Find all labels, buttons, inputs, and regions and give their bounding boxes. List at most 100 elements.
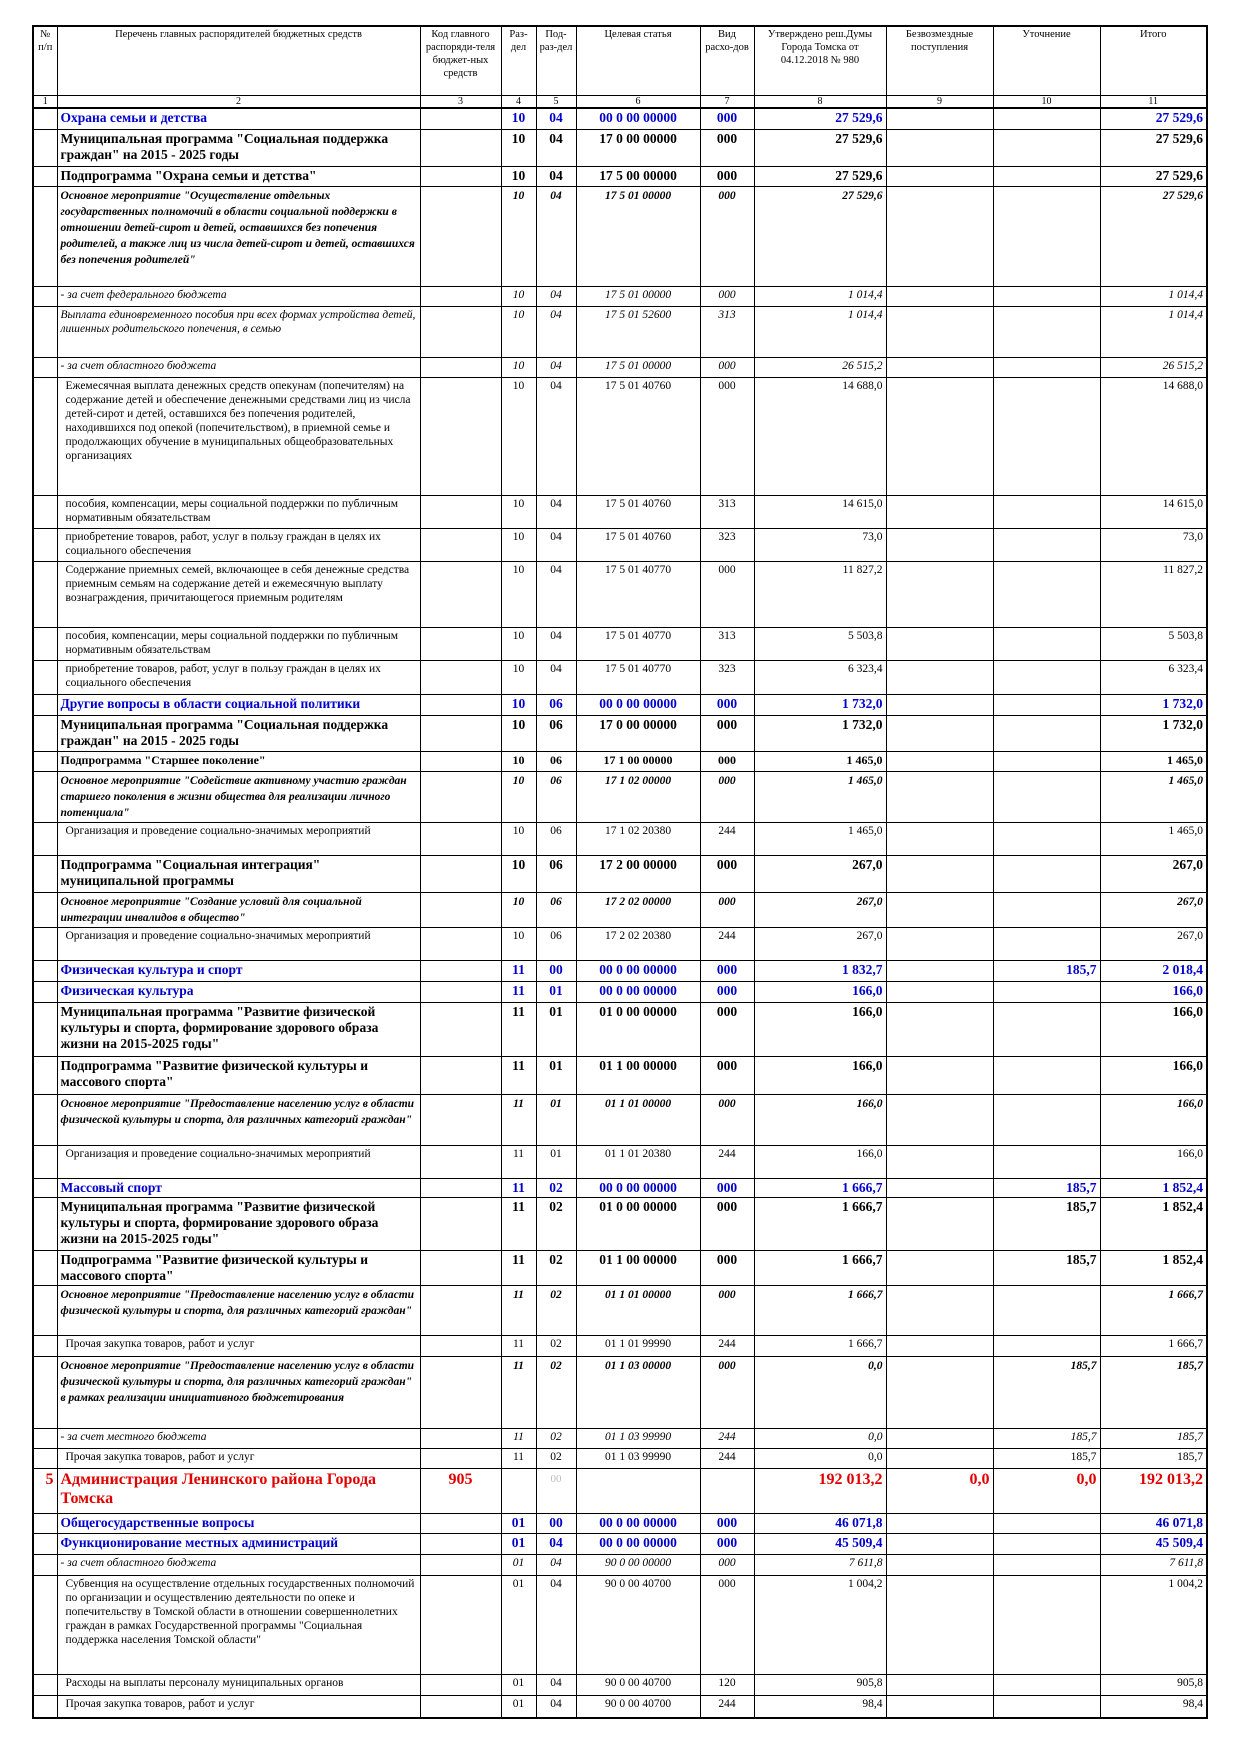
empty-cell (32, 1093, 58, 1146)
table-cell: 17 5 01 40760 (575, 494, 701, 529)
table-cell: 185,7 (1099, 1427, 1208, 1449)
empty-cell (32, 1427, 58, 1449)
empty-cell (885, 750, 994, 772)
empty-cell (992, 1532, 1101, 1555)
empty-cell (885, 959, 994, 982)
table-cell: приобретение товаров, работ, услуг в пол… (56, 527, 421, 562)
empty-cell (992, 1553, 1101, 1576)
empty-cell (32, 165, 58, 187)
table-cell: Основное мероприятие "Осуществление отде… (56, 185, 421, 287)
empty-cell (419, 659, 502, 695)
table-cell: 000 (699, 959, 755, 982)
table-row: пособия, компенсации, меры социальной по… (32, 494, 1208, 529)
empty-cell (419, 128, 502, 167)
empty-cell (885, 165, 994, 187)
empty-cell (992, 560, 1101, 628)
table-cell: 1 465,0 (753, 821, 887, 856)
column-header: № п/п (32, 25, 58, 96)
table-cell: Подпрограмма "Охрана семьи и детства" (56, 165, 421, 187)
table-cell: 5 (32, 1467, 58, 1514)
table-cell: 244 (699, 1334, 755, 1357)
empty-cell (32, 1055, 58, 1095)
table-cell: 166,0 (753, 1093, 887, 1146)
empty-cell (419, 1055, 502, 1095)
table-cell: 73,0 (753, 527, 887, 562)
table-cell: 27 529,6 (753, 128, 887, 167)
table-cell: 185,7 (1099, 1355, 1208, 1429)
table-cell: 00 0 00 00000 (575, 693, 701, 716)
table-cell: 1 732,0 (1099, 693, 1208, 716)
column-number: 4 (500, 95, 537, 109)
table-cell: 10 (500, 659, 537, 695)
table-cell: Общегосударственные вопросы (56, 1512, 421, 1534)
table-cell: 17 5 01 40760 (575, 376, 701, 496)
empty-cell (992, 821, 1101, 856)
table-row: Основное мероприятие "Предоставление нас… (32, 1284, 1208, 1336)
table-cell: 10 (500, 185, 537, 287)
empty-cell (992, 527, 1101, 562)
table-cell: 1 852,4 (1099, 1196, 1208, 1251)
table-cell: 11 (500, 1249, 537, 1286)
table-cell: 98,4 (753, 1694, 887, 1719)
table-cell: 26 515,2 (753, 356, 887, 378)
table-cell: 90 0 00 00000 (575, 1553, 701, 1576)
empty-cell (885, 560, 994, 628)
table-cell: 17 1 00 00000 (575, 750, 701, 772)
empty-cell (419, 891, 502, 928)
table-row: Прочая закупка товаров, работ и услуг 01 0… (32, 1694, 1208, 1719)
table-row: приобретение товаров, работ, услуг в пол… (32, 659, 1208, 695)
table-cell: 11 (500, 1427, 537, 1449)
table-cell: 1 666,7 (753, 1196, 887, 1251)
table-cell: 45 509,4 (753, 1532, 887, 1555)
table-row: Физическая культура и спорт 11 00 00 0 00 0… (32, 959, 1208, 982)
table-cell: 06 (535, 770, 577, 823)
table-row: Муниципальная программа "Развитие физиче… (32, 1001, 1208, 1057)
empty-cell (419, 1093, 502, 1146)
table-cell: 185,7 (992, 1427, 1101, 1449)
empty-cell (419, 1249, 502, 1286)
table-cell: 000 (699, 891, 755, 928)
empty-cell (419, 1144, 502, 1179)
table-cell: 313 (699, 626, 755, 661)
table-cell: 10 (500, 821, 537, 856)
table-cell: Ежемесячная выплата денежных средств опе… (56, 376, 421, 496)
table-row: - за счет областного бюджета 01 04 90 0 00 … (32, 1553, 1208, 1576)
table-cell: 166,0 (1099, 1144, 1208, 1179)
column-number: 5 (535, 95, 577, 109)
empty-cell (885, 1284, 994, 1336)
empty-cell (885, 770, 994, 823)
empty-cell (992, 659, 1101, 695)
empty-cell (885, 1055, 994, 1095)
table-cell: Основное мероприятие "Создание условий д… (56, 891, 421, 928)
table-row: Выплата единовременного пособия при всех… (32, 305, 1208, 358)
table-row: Подпрограмма "Старшее поколение" 10 06 17 1… (32, 750, 1208, 772)
empty-cell (992, 1512, 1101, 1534)
table-cell: 01 (500, 1553, 537, 1576)
column-number-row: 1 2 3 4 5 6 7 8 9 10 11 (32, 95, 1208, 109)
table-cell: 166,0 (1099, 1055, 1208, 1095)
table-cell: 17 5 01 40770 (575, 626, 701, 661)
table-cell: 244 (699, 926, 755, 961)
table-cell: 17 5 01 40760 (575, 527, 701, 562)
table-cell: 02 (535, 1196, 577, 1251)
table-cell: 10 (500, 107, 537, 130)
table-row: Муниципальная программа "Социальная подд… (32, 128, 1208, 167)
empty-cell (32, 770, 58, 823)
empty-cell (885, 356, 994, 378)
empty-cell (419, 770, 502, 823)
empty-cell (992, 128, 1101, 167)
table-cell: Физическая культура и спорт (56, 959, 421, 982)
table-row: - за счет местного бюджета 11 02 01 1 03 99… (32, 1427, 1208, 1449)
table-cell: 00 0 00 00000 (575, 1177, 701, 1198)
empty-cell (992, 1334, 1101, 1357)
table-cell: 04 (535, 494, 577, 529)
table-cell: 000 (699, 165, 755, 187)
table-cell: 1 004,2 (753, 1574, 887, 1675)
table-cell: 01 1 01 20380 (575, 1144, 701, 1179)
table-cell: 192 013,2 (753, 1467, 887, 1514)
table-cell: 166,0 (753, 1055, 887, 1095)
empty-cell (32, 1196, 58, 1251)
empty-cell (32, 305, 58, 358)
table-cell: 04 (535, 1553, 577, 1576)
